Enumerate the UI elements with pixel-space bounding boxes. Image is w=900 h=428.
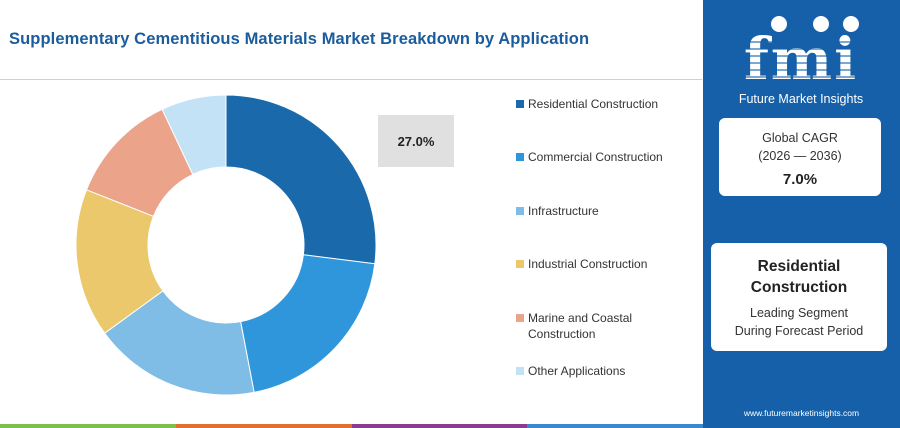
legend-item: Marine and Coastal Construction (516, 310, 678, 342)
legend-item: Industrial Construction (516, 256, 678, 272)
donut-chart (75, 94, 377, 396)
donut-slice-residential-construction (225, 94, 377, 265)
legend-swatch (516, 207, 524, 215)
donut-slice-other-applications (161, 94, 227, 176)
legend-swatch (516, 100, 524, 108)
logo-tagline: Future Market Insights (738, 92, 864, 106)
fmi-logo: fmi Future Market Insights (731, 12, 871, 106)
donut-slice-commercial-construction (240, 254, 376, 393)
chart-title: Supplementary Cementitious Materials Mar… (9, 30, 590, 48)
bottom-color-bar (0, 424, 703, 428)
legend-label: Residential Construction (528, 97, 659, 111)
legend-label: Commercial Construction (528, 150, 663, 164)
bottom-bar-segment (351, 424, 528, 428)
leading-segment-card: Residential Construction Leading Segment… (711, 243, 887, 351)
legend-swatch (516, 367, 524, 375)
legend-item: Residential Construction (516, 96, 678, 112)
legend-swatch (516, 153, 524, 161)
globe-icon (813, 16, 829, 32)
bottom-bar-segment (0, 424, 176, 428)
globe-icon (843, 16, 859, 32)
leading-segment-name: Residential (757, 258, 841, 275)
cagr-value: 7.0% (782, 171, 818, 188)
donut-slice-infrastructure (103, 290, 255, 396)
globe-icon (771, 16, 787, 32)
leading-segment-caption: During Forecast Period (734, 324, 864, 338)
title-divider (0, 79, 702, 80)
legend-item: Commercial Construction (516, 149, 678, 165)
logo-stripes (731, 36, 871, 86)
cagr-period: (2026 — 2036) (758, 149, 842, 163)
bottom-bar-segment (527, 424, 703, 428)
cagr-label: Global CAGR (762, 131, 838, 145)
bottom-bar-segment (175, 424, 352, 428)
cagr-card: Global CAGR (2026 — 2036) 7.0% (719, 118, 881, 196)
legend-label: Marine and Coastal Construction (528, 311, 633, 341)
legend-item: Other Applications (516, 363, 678, 379)
legend-swatch (516, 260, 524, 268)
brand-sidebar: fmi Future Market Insights (703, 0, 900, 428)
legend-label: Infrastructure (528, 204, 599, 218)
chart-panel: Supplementary Cementitious Materials Mar… (0, 0, 704, 428)
leading-segment-caption: Leading Segment (750, 306, 848, 320)
legend-label: Other Applications (528, 364, 626, 378)
legend-label: Industrial Construction (528, 257, 648, 271)
legend-item: Infrastructure (516, 203, 678, 219)
website-link[interactable]: www.futuremarketinsights.com (743, 408, 860, 418)
legend-swatch (516, 314, 524, 322)
highlight-callout: 27.0% (378, 115, 454, 167)
leading-segment-name: Construction (750, 279, 848, 296)
